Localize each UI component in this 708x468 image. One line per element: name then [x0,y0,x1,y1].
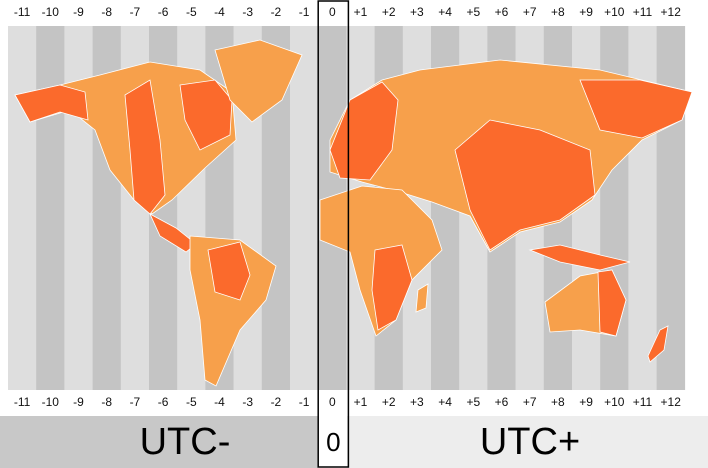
zone-label: -5 [186,395,197,409]
zone-label: +10 [604,5,625,19]
zone-strip [8,26,37,390]
zone-label: +7 [523,5,537,19]
central-asia [454,119,596,251]
utc-minus-panel [0,416,318,468]
zone-label: +10 [604,395,625,409]
zone-label: +4 [438,395,452,409]
zone-label: -3 [242,5,253,19]
zone-label: -1 [299,5,310,19]
zone-label: -2 [271,395,282,409]
zone-label: -7 [130,395,141,409]
zone-label: +8 [551,395,565,409]
brazil-west [207,241,251,301]
zone-label: -8 [101,395,112,409]
zone-label: +1 [354,395,368,409]
zone-label: -7 [130,5,141,19]
zone-label: +12 [661,5,682,19]
greenland [214,39,303,123]
zone-strip [290,26,319,390]
zone-label: +6 [495,5,509,19]
zone-label: -6 [158,395,169,409]
bottom-zone-labels: -11 -10 -9 -8 -7 -6 -5 -4 -3 -2 -1 0 +1 +2 +3 +4 +5 +6 +7 +… [14,395,681,409]
zone-label: +3 [410,395,424,409]
zone-label: -11 [14,5,31,19]
utc-plus-panel [347,416,708,468]
continents [14,39,693,387]
zone-label: -5 [186,5,197,19]
zero-zone-box [317,0,350,468]
zone-label: +9 [579,5,593,19]
new-zealand [647,325,669,363]
zone-label: +4 [438,5,452,19]
zone-label: -10 [42,5,60,19]
zone-label: -9 [73,395,84,409]
europe [329,81,399,181]
utc-minus-label: UTC- [140,421,231,463]
east-siberia [579,79,693,139]
alaska [14,84,89,123]
zone-label: -1 [299,395,310,409]
zone-label: 0 [329,395,336,409]
zone-label: +9 [579,395,593,409]
south-africa [371,244,413,331]
utc-zero-label: 0 [326,427,340,457]
zone-label: -3 [242,395,253,409]
zone-label: +11 [633,395,653,409]
utc-plus-label: UTC+ [480,421,580,463]
zone-label: +2 [382,5,396,19]
zone-label: +8 [551,5,565,19]
south-america [189,235,277,387]
top-zone-labels: -11 -10 -9 -8 -7 -6 -5 -4 -3 -2 -1 0 +1 +2 +3 +4 +5 +6 +7 +… [14,5,681,19]
zone-label: +3 [410,5,424,19]
zone-label: -8 [101,5,112,19]
indonesia [528,244,631,271]
zone-label: +2 [382,395,396,409]
zone-strip [36,26,65,390]
zone-label: +5 [466,395,480,409]
zone-label: -4 [214,395,225,409]
zone-label: -10 [42,395,60,409]
central-north-america [124,79,166,215]
zone-label: -11 [14,395,31,409]
zone-label: 0 [329,5,336,19]
madagascar [415,283,429,313]
australia-east [597,269,627,337]
zone-label: +12 [661,395,682,409]
zone-label: -4 [214,5,225,19]
zone-label: +1 [354,5,368,19]
zone-label: +5 [466,5,480,19]
zone-label: +7 [523,395,537,409]
east-canada [179,79,233,151]
zone-label: -2 [271,5,282,19]
zone-label: +6 [495,395,509,409]
zone-label: -6 [158,5,169,19]
zone-label: +11 [633,5,653,19]
zone-label: -9 [73,5,84,19]
